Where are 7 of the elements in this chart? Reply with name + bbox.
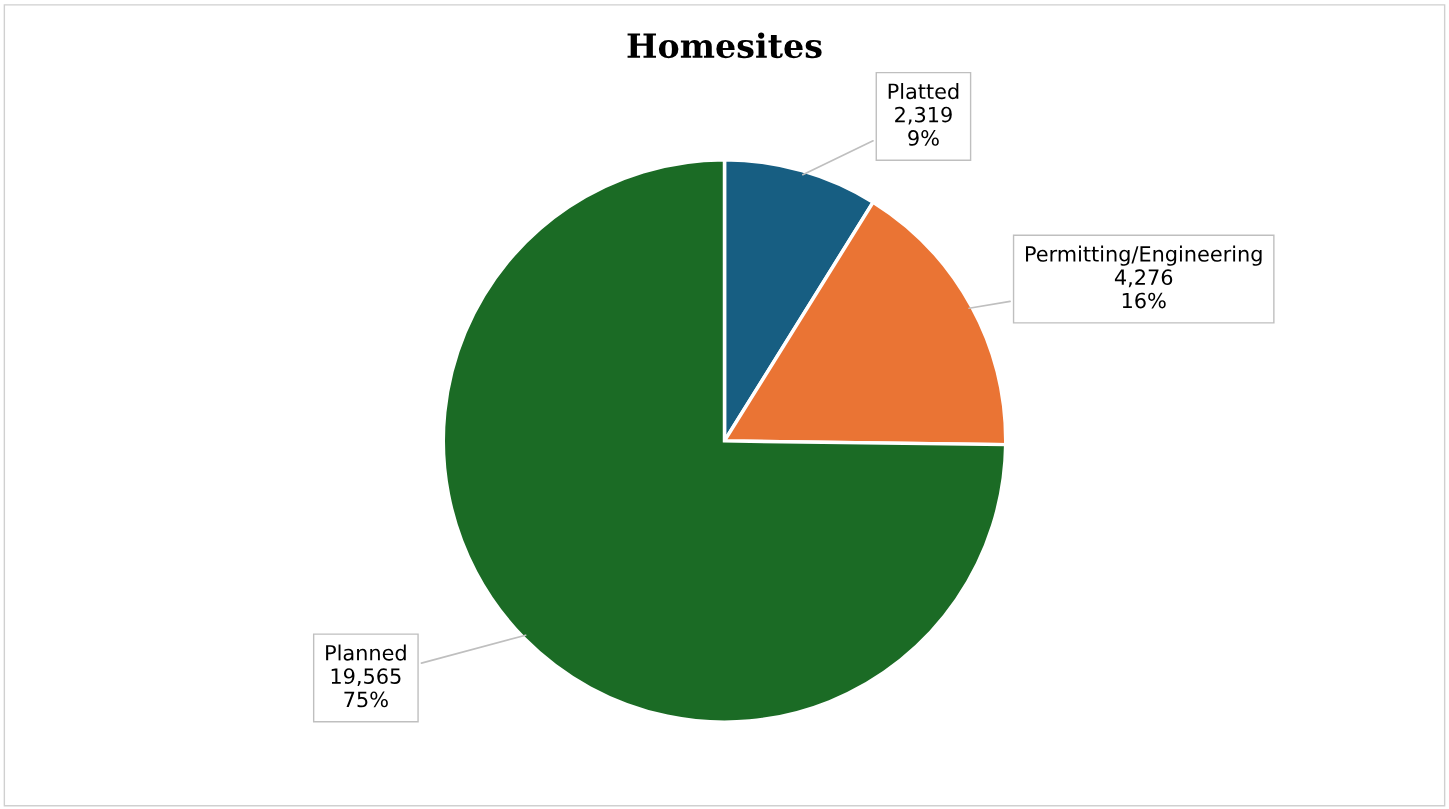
data-label: 4,276 16% bbox=[1114, 269, 1173, 309]
slice-label: Permitting/Engineering bbox=[1026, 245, 1262, 266]
chart-title: Homesites bbox=[627, 32, 822, 59]
data-label: 19,565 75% bbox=[331, 668, 401, 708]
slice-label: Planned bbox=[326, 644, 406, 661]
slice-label: Platted bbox=[888, 83, 959, 100]
data-label: 2,319 9% bbox=[895, 106, 952, 146]
